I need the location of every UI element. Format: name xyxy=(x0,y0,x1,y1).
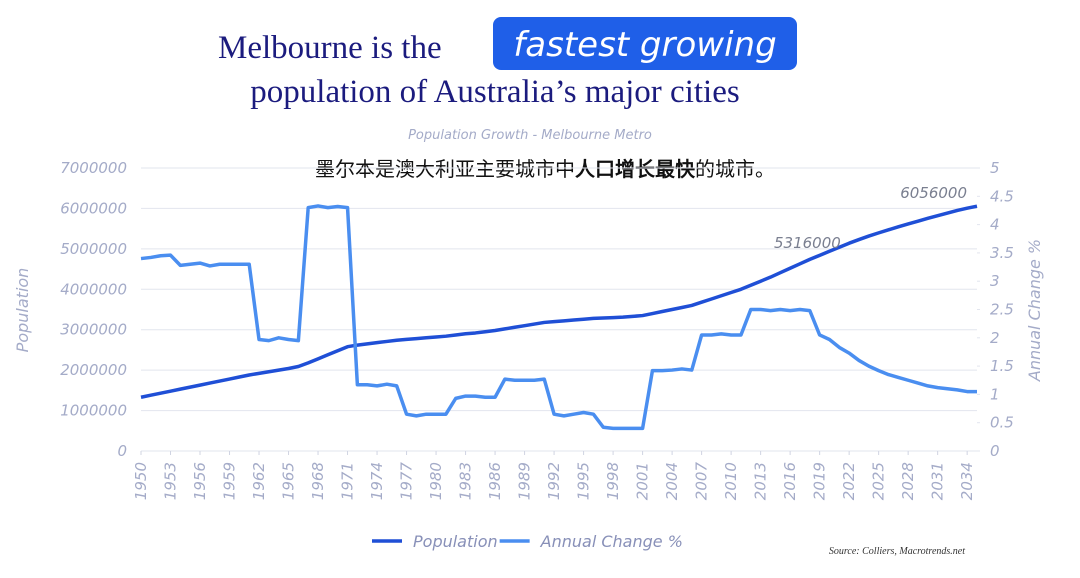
x-tick-label: 1992 xyxy=(545,462,563,500)
subtitle-part: 的城市。 xyxy=(695,157,775,181)
y2-tick-label: 2 xyxy=(990,329,1000,347)
y2-tick-label: 0 xyxy=(990,442,1000,460)
x-tick-label: 2004 xyxy=(663,462,681,500)
x-tick-label: 1977 xyxy=(398,462,416,501)
y-tick-label: 6000000 xyxy=(60,199,127,217)
x-tick-label: 1995 xyxy=(575,462,593,500)
x-tick-label: 2031 xyxy=(929,462,947,500)
x-tick-label: 1983 xyxy=(457,462,475,500)
x-tick-label: 1953 xyxy=(162,462,180,500)
y2-tick-label: 3 xyxy=(990,272,1000,290)
data-label: 6056000 xyxy=(900,184,967,202)
headline-line2: population of Australia’s major cities xyxy=(250,74,739,110)
y2-tick-label: 3.5 xyxy=(990,244,1014,262)
highlight-box xyxy=(493,17,797,70)
y-tick-label: 5000000 xyxy=(60,240,127,258)
x-tick-label: 1974 xyxy=(368,462,386,500)
x-tick-label: 2007 xyxy=(693,462,711,501)
y-tick-label: 2000000 xyxy=(60,361,127,379)
subtitle-bold: 人口增长最快 xyxy=(575,157,696,181)
x-tick-label: 1962 xyxy=(250,462,268,500)
x-tick-label: 1959 xyxy=(221,462,239,500)
x-tick-label: 2019 xyxy=(811,462,829,500)
x-tick-label: 2001 xyxy=(634,462,652,500)
x-tick-label: 1965 xyxy=(280,462,298,500)
x-tick-label: 2016 xyxy=(781,462,799,500)
source-note: Source: Colliers, Macrotrends.net xyxy=(829,546,965,557)
x-tick-label: 2028 xyxy=(899,462,917,500)
y2-tick-label: 4 xyxy=(990,216,1000,234)
x-tick-label: 2013 xyxy=(752,462,770,500)
y2-tick-label: 5 xyxy=(990,159,1000,177)
x-tick-label: 1950 xyxy=(132,462,150,500)
y2-axis-title: Annual Change % xyxy=(1025,239,1044,382)
y2-tick-label: 1.5 xyxy=(990,357,1014,375)
headline-line1: Melbourne is the xyxy=(218,30,442,66)
y2-tick-label: 1 xyxy=(990,385,1000,403)
x-tick-label: 1998 xyxy=(604,462,622,500)
data-label: 5316000 xyxy=(774,234,841,252)
legend-label: Annual Change % xyxy=(540,532,683,551)
x-tick-label: 1980 xyxy=(427,462,445,500)
y2-tick-label: 0.5 xyxy=(990,414,1014,432)
x-tick-label: 2010 xyxy=(722,462,740,500)
x-tick-label: 1971 xyxy=(339,462,357,500)
y-tick-label: 1000000 xyxy=(60,402,127,420)
x-tick-label: 2025 xyxy=(870,462,888,500)
x-tick-label: 2022 xyxy=(840,462,858,500)
x-tick-label: 1956 xyxy=(191,462,209,500)
legend-label: Population xyxy=(413,532,498,551)
subtitle-part: 墨尔本是澳大利亚主要城市中 xyxy=(315,157,575,181)
y2-tick-label: 2.5 xyxy=(990,301,1014,319)
x-tick-label: 1986 xyxy=(486,462,504,500)
y-tick-label: 0 xyxy=(117,442,127,460)
y-tick-label: 3000000 xyxy=(60,321,127,339)
subtitle-cn: 墨尔本是澳大利亚主要城市中人口增长最快的城市。 xyxy=(315,157,775,181)
x-tick-label: 1989 xyxy=(516,462,534,500)
y2-tick-label: 4.5 xyxy=(990,187,1014,205)
chart-title: Population Growth - Melbourne Metro xyxy=(408,128,652,143)
series-line xyxy=(140,204,978,399)
y-axis-title: Population xyxy=(13,268,32,353)
y-tick-label: 7000000 xyxy=(60,159,127,177)
headline-highlight: fastest growing xyxy=(513,25,776,65)
y-tick-label: 4000000 xyxy=(60,280,127,298)
x-tick-label: 2034 xyxy=(958,462,976,500)
x-tick-label: 1968 xyxy=(309,462,327,500)
series-line xyxy=(140,204,977,431)
